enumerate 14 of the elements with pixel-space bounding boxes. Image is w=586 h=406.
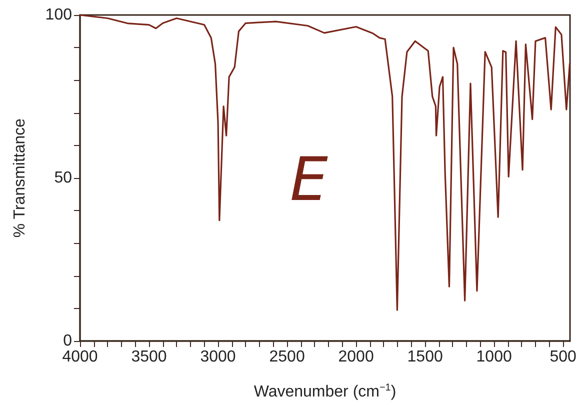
x-tick-label: 500 [550,348,577,366]
x-tick-label: 4000 [62,348,98,366]
line-series [79,14,571,311]
y-tick-label: 50 [54,170,72,186]
x-tick-label: 2000 [338,348,374,366]
y-tick-label: 100 [45,6,72,24]
y-tick-label: 0 [63,332,72,350]
x-tick-label: 1000 [476,348,512,366]
annotation: E [290,145,328,215]
x-tick-label: 2500 [269,348,305,366]
y-axis-title: % Transmittance [12,118,28,238]
x-tick-label: 3500 [131,348,167,366]
x-tick-label: 1500 [407,348,443,366]
x-tick-label: 3000 [200,348,236,366]
